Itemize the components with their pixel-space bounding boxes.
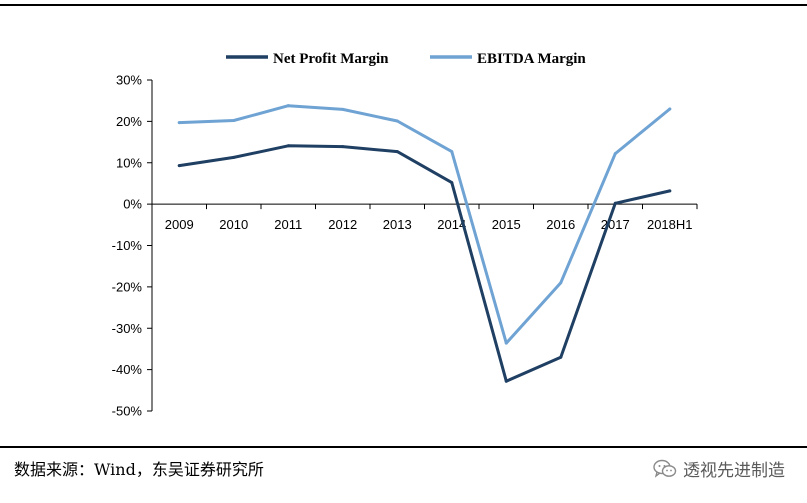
y-tick-label: -40% — [112, 362, 143, 377]
y-tick-label: -10% — [112, 238, 143, 253]
series-line-net-profit-margin — [177, 144, 672, 383]
data-point — [395, 150, 399, 154]
x-tick-label: 2011 — [274, 217, 302, 232]
series-line-ebitda-margin — [177, 104, 672, 345]
legend-label-net-profit-margin: Net Profit Margin — [273, 51, 389, 67]
data-point — [668, 189, 672, 193]
y-tick-label: 30% — [116, 73, 142, 88]
data-point — [504, 379, 508, 383]
x-tick-label: 2015 — [492, 217, 521, 232]
x-tick-label: 2016 — [546, 217, 575, 232]
data-point — [232, 155, 236, 159]
data-point — [559, 355, 563, 359]
x-tick-label: 2009 — [165, 217, 194, 232]
x-tick-label: 2010 — [219, 217, 248, 232]
wechat-icon — [653, 459, 677, 479]
line-chart: Net Profit Margin EBITDA Margin 30% 20% 10… — [112, 51, 698, 419]
watermark: 透视先进制造 — [653, 456, 785, 481]
data-point — [286, 104, 290, 108]
data-point — [395, 119, 399, 123]
data-point — [341, 107, 345, 111]
data-point — [450, 150, 454, 154]
x-tick-label: 2012 — [328, 217, 357, 232]
bottom-border-line — [0, 446, 807, 448]
data-point — [559, 281, 563, 285]
x-axis-ticks: 2009 2010 2011 2012 2013 2014 2015 2016 2017 2018… — [151, 204, 698, 232]
source-note: 数据来源：Wind，东吴证券研究所 — [14, 460, 264, 479]
data-point — [613, 152, 617, 156]
data-point — [177, 164, 181, 168]
series-layer — [177, 104, 672, 383]
data-point — [450, 181, 454, 185]
y-tick-label: -50% — [112, 404, 143, 419]
chart-legend: Net Profit Margin EBITDA Margin — [226, 51, 586, 67]
data-point — [341, 145, 345, 149]
y-tick-label: 0% — [123, 197, 142, 212]
top-border-line — [0, 4, 807, 6]
y-tick-label: -20% — [112, 279, 143, 294]
data-point — [504, 341, 508, 345]
y-tick-label: 20% — [116, 114, 142, 129]
x-tick-label: 2018H1 — [647, 217, 693, 232]
y-axis-ticks: 30% 20% 10% 0% -10% -20% -30% -40% -50% — [112, 73, 152, 419]
data-point — [613, 201, 617, 205]
data-point — [286, 144, 290, 148]
y-tick-label: -30% — [112, 321, 143, 336]
legend-label-ebitda-margin: EBITDA Margin — [477, 51, 586, 67]
y-tick-label: 10% — [116, 155, 142, 170]
data-point — [668, 107, 672, 111]
x-tick-label: 2013 — [383, 217, 412, 232]
watermark-label: 透视先进制造 — [683, 461, 785, 481]
data-point — [232, 119, 236, 123]
x-tick-label: 2014 — [437, 217, 466, 232]
data-point — [177, 121, 181, 125]
